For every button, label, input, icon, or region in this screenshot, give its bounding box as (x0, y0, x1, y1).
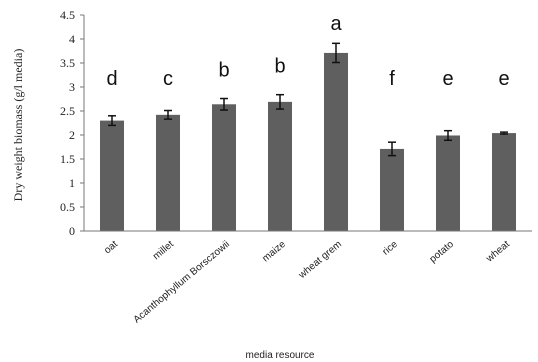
x-tick-label: oat (102, 239, 120, 257)
significance-label: b (218, 60, 229, 82)
y-axis-title: Dry weight biomass (g/l media) (11, 49, 25, 202)
significance-label: c (163, 68, 173, 90)
y-tick-label: 3.5 (60, 56, 75, 70)
y-tick-label: 0 (69, 224, 75, 238)
significance-label: e (442, 68, 453, 90)
error-bar (220, 97, 228, 111)
y-tick-label: 0.5 (60, 200, 75, 214)
error-bar (388, 141, 396, 157)
significance-label: e (498, 68, 509, 90)
y-tick-label: 1 (69, 176, 75, 190)
y-tick-label: 2.5 (60, 104, 75, 118)
bars: d c b b a f e e (100, 13, 516, 231)
x-tick-label: rice (381, 239, 401, 258)
x-tick-label: potato (428, 239, 457, 266)
error-bar (276, 93, 284, 110)
x-tick-label: maize (260, 239, 288, 265)
bar (492, 133, 516, 231)
y-tick-label: 4 (69, 32, 75, 46)
error-bar (164, 109, 172, 120)
bar (380, 148, 404, 231)
bar (100, 120, 124, 231)
y-tick-label: 3 (69, 80, 75, 94)
y-tick-label: 2 (69, 128, 75, 142)
y-tick-label: 4.5 (60, 8, 75, 22)
x-tick-label: wheat (484, 239, 512, 265)
bar (268, 101, 292, 231)
significance-label: f (389, 68, 395, 90)
significance-label: a (330, 13, 342, 35)
x-tick-label: wheat grem (296, 239, 344, 282)
y-axis: 0 0.5 1 1.5 2 2.5 3 3.5 4 4.5 (60, 8, 85, 238)
significance-label: b (274, 56, 285, 78)
error-bar (332, 42, 340, 64)
error-bar (108, 115, 116, 127)
bar (156, 114, 180, 231)
error-bar (444, 129, 452, 142)
y-tick-label: 1.5 (60, 152, 75, 166)
bar (436, 135, 460, 231)
error-bar (500, 131, 508, 135)
x-axis-title: media resource (246, 350, 315, 361)
significance-label: d (106, 68, 117, 90)
bar (324, 52, 348, 231)
x-tick-label: millet (151, 239, 176, 263)
bar (212, 104, 236, 231)
x-tick-label: Acanthophyllum Borsczowii (132, 239, 232, 326)
